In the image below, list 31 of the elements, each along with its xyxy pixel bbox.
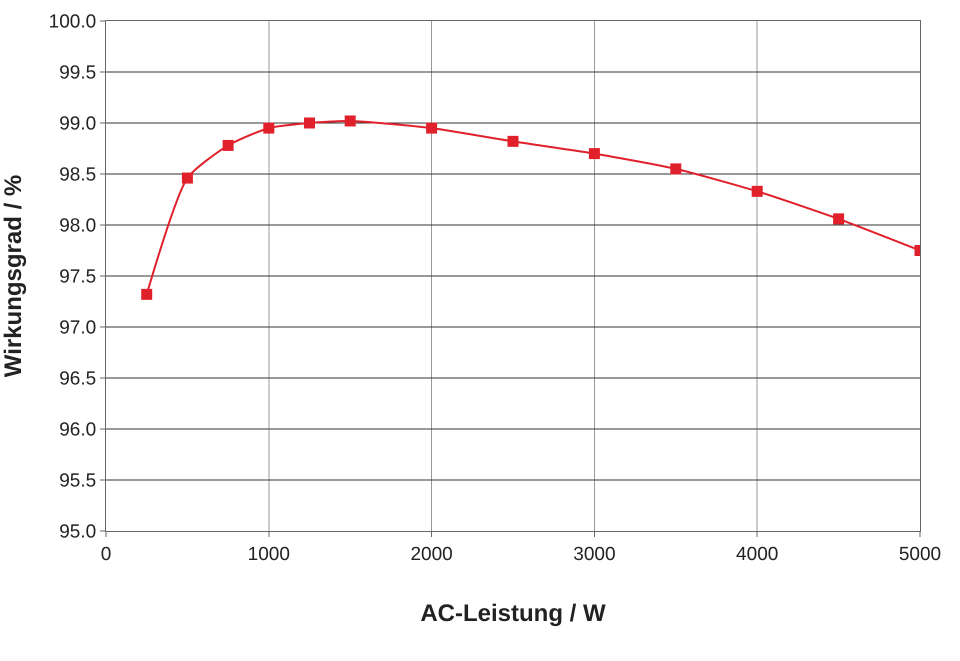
y-tick-label: 97.0 <box>59 318 96 339</box>
point <box>263 122 274 134</box>
y-tick-label: 98.5 <box>59 164 96 186</box>
point <box>141 288 152 300</box>
y-tick-label: 98.0 <box>59 216 96 237</box>
x-tick-label: 1000 <box>248 544 290 565</box>
y-tick-label: 95.0 <box>59 522 96 543</box>
y-tick-label: 95.5 <box>59 470 96 492</box>
point <box>344 115 356 126</box>
point <box>752 186 763 197</box>
y-tick-label: 100.0 <box>48 12 96 33</box>
x-tick-label: 5000 <box>898 544 942 565</box>
y-tick-label: 96.0 <box>59 420 96 441</box>
point <box>670 163 682 174</box>
point <box>426 122 438 134</box>
point <box>304 118 315 128</box>
x-axis-title: AC-Leistung / W <box>420 600 606 628</box>
point <box>508 136 518 147</box>
y-tick-label: 99.5 <box>59 62 96 84</box>
y-tick-label: 97.5 <box>59 266 96 288</box>
point <box>833 213 844 224</box>
point <box>222 140 234 151</box>
y-tick-label: 99.0 <box>59 114 96 135</box>
x-tick-label: 2000 <box>410 544 453 565</box>
point <box>182 172 193 184</box>
x-tick-label: 0 <box>100 544 112 565</box>
y-tick-label: 96.5 <box>59 368 96 390</box>
y-axis-title: Wirkungsgrad / % <box>0 174 27 378</box>
x-tick-label: 4000 <box>736 544 778 565</box>
point <box>588 148 600 160</box>
x-tick-label: 3000 <box>573 544 616 565</box>
